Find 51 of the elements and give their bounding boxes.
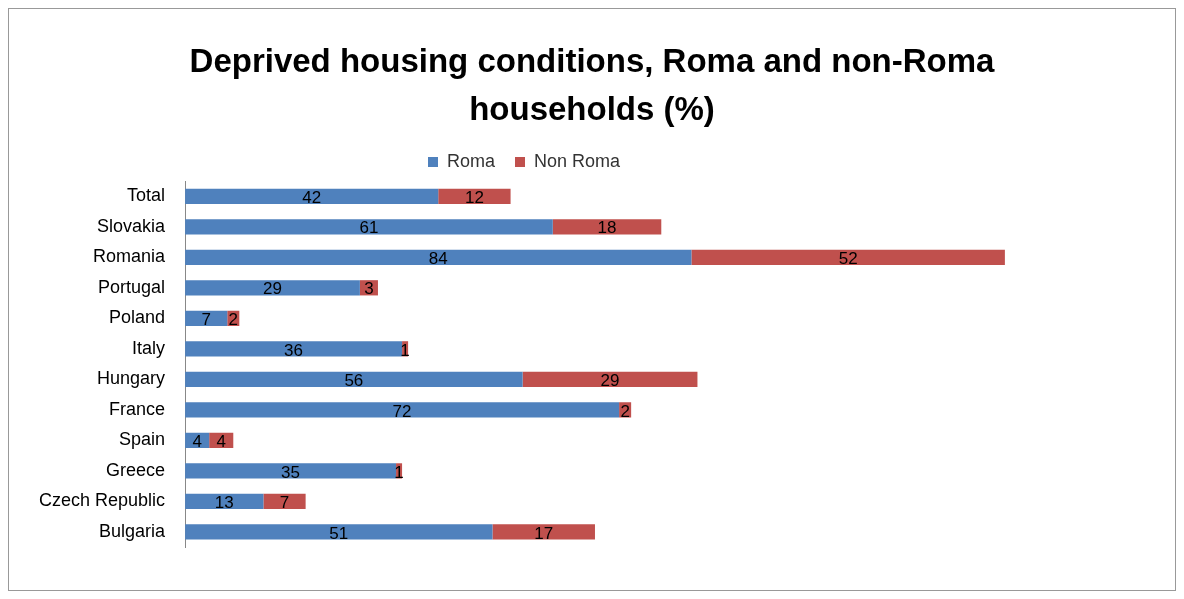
data-label: 35 [281, 462, 301, 482]
y-tick-label: Poland [109, 307, 166, 328]
bar [492, 524, 595, 540]
bar [185, 524, 493, 540]
data-label: 84 [428, 248, 448, 268]
y-tick-label: Czech Republic [39, 490, 166, 511]
bar [185, 463, 397, 479]
legend-label: Non Roma [533, 150, 622, 171]
data-label: 29 [263, 279, 282, 299]
bar [185, 188, 439, 204]
data-label: 72 [392, 401, 412, 421]
y-tick-label: Hungary [97, 368, 166, 389]
data-label: 7 [201, 310, 211, 330]
y-tick-label: Bulgaria [99, 520, 167, 541]
y-tick-label: France [109, 398, 166, 419]
data-label: 17 [534, 523, 554, 543]
bar [185, 341, 403, 357]
data-label: 56 [344, 371, 364, 391]
y-tick-label: Portugal [98, 276, 166, 297]
bar [185, 371, 523, 387]
data-label: 42 [302, 187, 322, 207]
data-label: 52 [838, 248, 858, 268]
data-label: 3 [364, 279, 374, 299]
y-tick-label: Greece [106, 459, 166, 480]
bar [691, 249, 1005, 265]
bar [263, 493, 306, 510]
data-label: 2 [228, 310, 239, 330]
data-label: 2 [620, 401, 630, 421]
bar [185, 280, 360, 296]
bar [185, 219, 553, 235]
data-label: 7 [279, 493, 290, 513]
data-label: 4 [216, 432, 226, 452]
data-label: 36 [284, 340, 304, 360]
data-label: 13 [214, 493, 234, 513]
bar [552, 219, 662, 235]
y-tick-label: Total [127, 185, 166, 206]
data-label: 51 [329, 523, 349, 543]
y-tick-label: Slovakia [97, 215, 167, 236]
data-label: 18 [597, 218, 617, 238]
data-label: 4 [192, 432, 202, 452]
bar [522, 371, 698, 387]
legend-label: Roma [446, 150, 496, 171]
chart-title: Deprived housing conditions, Roma and non-Roma households (%) [188, 41, 996, 129]
y-tick-label: Spain [119, 429, 166, 450]
data-label: 12 [464, 187, 484, 207]
data-label: 61 [359, 218, 379, 238]
bar [185, 249, 692, 265]
data-label: 29 [600, 371, 620, 391]
y-tick-label: Romania [93, 246, 167, 267]
y-tick-label: Italy [132, 337, 166, 358]
bar [185, 402, 620, 418]
